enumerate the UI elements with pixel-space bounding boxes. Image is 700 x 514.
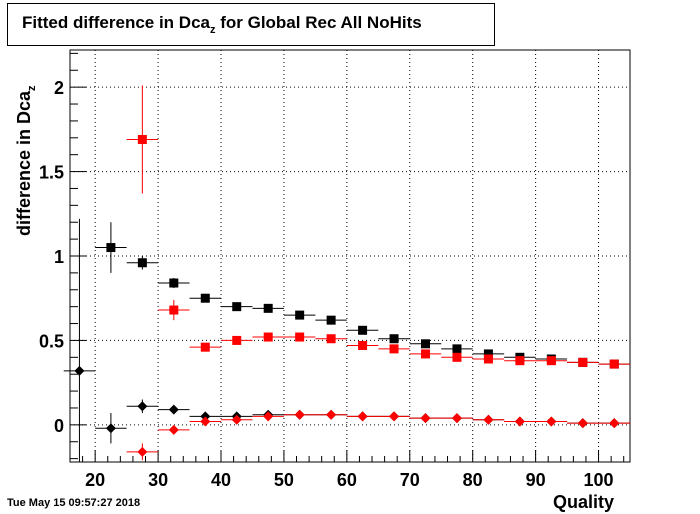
chart-title-main: Fitted difference in Dca: [22, 13, 210, 32]
series-red-diamond: [126, 409, 630, 461]
x-tick-label: 20: [85, 470, 105, 490]
data-series: [63, 85, 630, 462]
square-marker: [169, 305, 179, 315]
square-marker: [515, 356, 525, 366]
diamond-marker: [200, 411, 211, 422]
diamond-marker: [326, 409, 337, 420]
x-tick-label: 40: [211, 470, 231, 490]
square-marker: [421, 349, 431, 359]
diamond-marker: [200, 416, 211, 427]
square-marker: [169, 278, 179, 288]
square-marker: [232, 335, 242, 345]
chart-title-box: Fitted difference in Dcaz for Global Rec…: [7, 3, 495, 46]
x-tick-label: 70: [400, 470, 420, 490]
diamond-marker: [137, 446, 148, 457]
square-marker: [358, 325, 368, 335]
x-tick-label: 90: [526, 470, 546, 490]
diamond-marker: [168, 404, 179, 415]
diamond-marker: [577, 418, 588, 429]
y-axis-label-subscript: z: [26, 85, 38, 91]
series-red-square: [126, 85, 630, 369]
diamond-marker: [609, 418, 620, 429]
diamond-marker: [420, 413, 431, 424]
diamond-marker: [357, 411, 368, 422]
diamond-marker: [451, 413, 462, 424]
square-marker: [263, 332, 273, 342]
diamond-marker: [546, 416, 557, 427]
square-marker: [200, 342, 210, 352]
square-marker: [200, 293, 210, 303]
square-marker: [358, 340, 368, 350]
x-tick-label: 80: [463, 470, 483, 490]
square-marker: [295, 310, 305, 320]
square-marker: [452, 352, 462, 362]
axis-ticks: 20 30 40 50 60 70 80 90 100 0 0.5 1 1.5 2: [39, 52, 625, 490]
square-marker: [137, 134, 147, 144]
square-marker: [452, 344, 462, 354]
square-marker: [137, 258, 147, 268]
x-tick-label: 100: [584, 470, 614, 490]
y-axis-label-main: difference in Dca: [14, 90, 34, 236]
diamond-marker: [168, 424, 179, 435]
y-tick-label: 1: [54, 247, 64, 267]
diamond-marker: [389, 411, 400, 422]
y-tick-label: 2: [54, 78, 64, 98]
diamond-marker: [483, 414, 494, 425]
square-marker: [609, 359, 619, 369]
diamond-marker: [105, 423, 116, 434]
x-axis-label: Quality: [553, 492, 615, 512]
square-marker: [263, 303, 273, 313]
chart-title: Fitted difference in Dcaz for Global Rec…: [22, 13, 422, 36]
square-marker: [326, 315, 336, 325]
diamond-marker: [137, 401, 148, 412]
x-tick-label: 30: [148, 470, 168, 490]
y-tick-label: 1.5: [39, 163, 64, 183]
square-marker: [232, 302, 242, 312]
x-tick-label: 50: [274, 470, 294, 490]
chart-title-rest: for Global Rec All NoHits: [215, 13, 422, 32]
square-marker: [483, 349, 493, 359]
y-tick-label: 0: [54, 416, 64, 436]
square-marker: [326, 334, 336, 344]
square-marker: [578, 357, 588, 367]
x-tick-label: 60: [337, 470, 357, 490]
square-marker: [106, 243, 116, 253]
square-marker: [389, 344, 399, 354]
diamond-marker: [263, 411, 274, 422]
square-marker: [295, 332, 305, 342]
square-marker: [389, 334, 399, 344]
diamond-marker: [294, 409, 305, 420]
grid-lines: [70, 50, 630, 462]
square-marker: [483, 354, 493, 364]
timestamp: Tue May 15 09:57:27 2018: [7, 497, 141, 509]
square-marker: [546, 356, 556, 366]
chart-title-subscript: z: [209, 24, 216, 36]
y-tick-label: 0.5: [39, 331, 64, 351]
diamond-marker: [74, 365, 85, 376]
diamond-marker: [231, 414, 242, 425]
square-marker: [421, 339, 431, 349]
diamond-marker: [514, 416, 525, 427]
